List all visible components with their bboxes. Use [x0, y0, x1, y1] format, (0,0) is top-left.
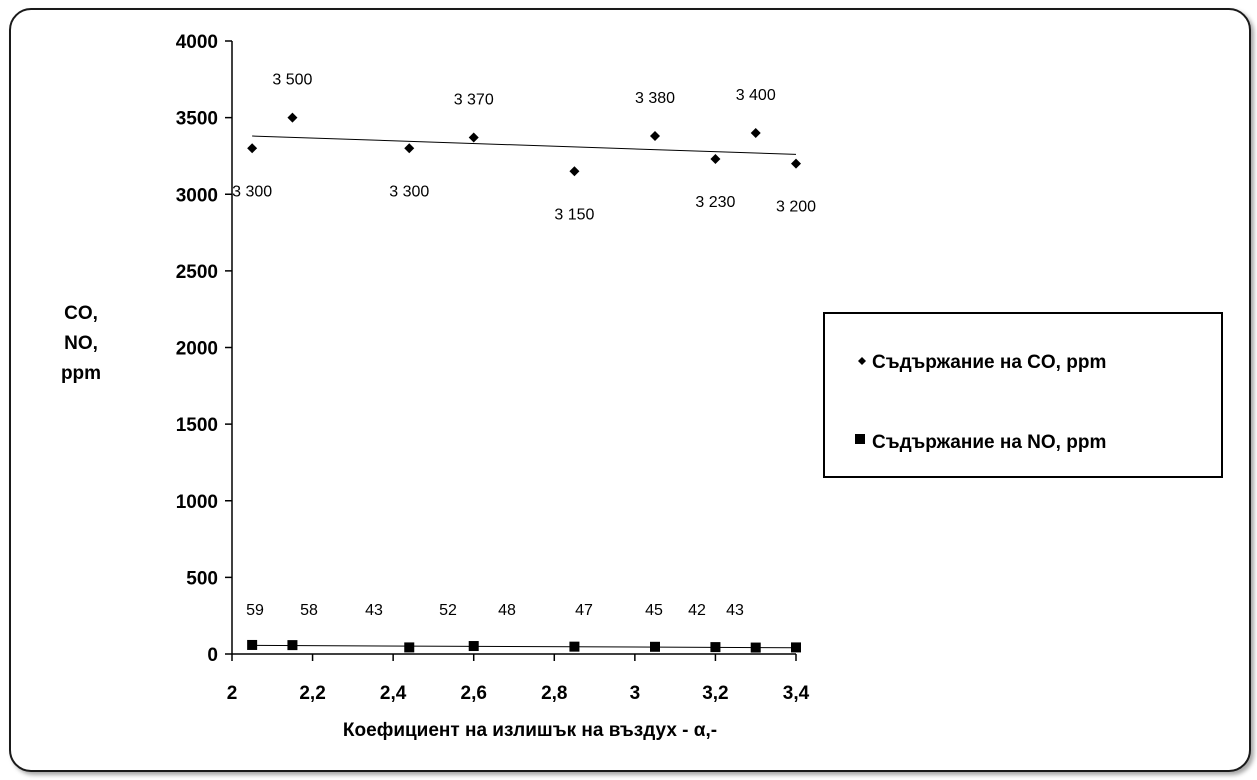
y-axis-title-line-3: ppm: [61, 363, 101, 384]
legend-box: [823, 312, 1223, 478]
no-data-label: 52: [439, 602, 457, 619]
y-tick-label: 1500: [176, 415, 218, 436]
y-axis-title: CO, NO, ppm: [61, 303, 101, 384]
no-data-label: 45: [645, 602, 663, 619]
no-data-point: [247, 639, 258, 650]
x-tick-label: 2,2: [299, 683, 325, 704]
y-tick-label: 2500: [176, 262, 218, 283]
co-data-point: [791, 158, 801, 169]
no-data-label: 43: [726, 602, 744, 619]
trendline-co: [252, 135, 797, 155]
no-data-point: [468, 641, 479, 652]
no-data-point: [569, 641, 580, 652]
y-tick-label: 4000: [176, 32, 218, 53]
y-tick-label: 500: [186, 568, 218, 589]
co-data-label: 3 380: [635, 90, 675, 107]
co-data-point: [404, 143, 415, 154]
co-data-label: 3 230: [695, 194, 735, 211]
trendline-no: [252, 644, 797, 649]
y-tick-label: 0: [207, 645, 218, 666]
co-data-label: 3 150: [554, 206, 594, 223]
legend: Съдържание на CO, ppm Съдържание на NO, …: [823, 312, 1223, 478]
x-tick-label: 3,2: [702, 683, 728, 704]
y-axis-title-line-1: CO,: [64, 303, 98, 324]
no-data-point: [650, 641, 660, 652]
y-tick-label: 3000: [176, 185, 218, 206]
y-tick-label: 3500: [176, 109, 218, 130]
co-data-point: [750, 127, 761, 138]
data-points: [247, 112, 801, 653]
x-tick-label: 3: [630, 683, 641, 704]
co-data-label: 3 370: [454, 92, 494, 109]
axes: 0 500 1000 1500 2000 2500 3000 3500 4000 2 2,2 2,4 2…: [176, 32, 810, 704]
co-data-label: 3 300: [232, 183, 272, 200]
legend-diamond-icon: [858, 357, 866, 365]
co-data-point: [287, 112, 298, 123]
x-tick-label: 2,6: [461, 683, 487, 704]
co-data-label: 3 500: [272, 72, 312, 89]
co-data-label: 3 300: [389, 183, 429, 200]
y-axis-title-line-2: NO,: [64, 333, 98, 354]
x-tick-label: 2,8: [541, 683, 567, 704]
legend-label-no: Съдържание на NO, ppm: [872, 432, 1106, 453]
no-data-label: 48: [498, 602, 516, 619]
no-data-label: 58: [300, 602, 318, 619]
no-data-point: [710, 642, 721, 653]
no-data-point: [791, 642, 801, 653]
no-data-label: 43: [365, 602, 383, 619]
co-data-point: [650, 131, 660, 142]
no-data-point: [750, 642, 761, 653]
no-data-point: [287, 640, 298, 651]
co-data-label: 3 200: [776, 199, 816, 216]
y-tick-label: 2000: [176, 339, 218, 360]
co-data-point: [569, 166, 580, 177]
legend-square-icon: [855, 434, 865, 444]
legend-label-co: Съдържание на CO, ppm: [872, 352, 1106, 373]
x-tick-label: 2,4: [380, 683, 407, 704]
x-tick-label: 3,4: [783, 683, 810, 704]
x-axis-title: Коефициент на излишък на въздух - α,-: [343, 720, 717, 741]
co-data-point: [710, 154, 721, 165]
no-data-label: 42: [688, 602, 706, 619]
no-data-label: 59: [246, 602, 264, 619]
data-labels: 3 300 3 500 3 300 3 370 3 150 3 380 3 230 3 400…: [232, 72, 816, 619]
no-data-point: [404, 642, 415, 653]
no-data-label: 47: [575, 602, 593, 619]
co-data-label: 3 400: [736, 87, 776, 104]
co-data-point: [468, 132, 479, 143]
trendlines: [252, 135, 797, 649]
y-tick-label: 1000: [176, 492, 218, 513]
x-tick-label: 2: [227, 683, 238, 704]
co-data-point: [247, 143, 258, 154]
